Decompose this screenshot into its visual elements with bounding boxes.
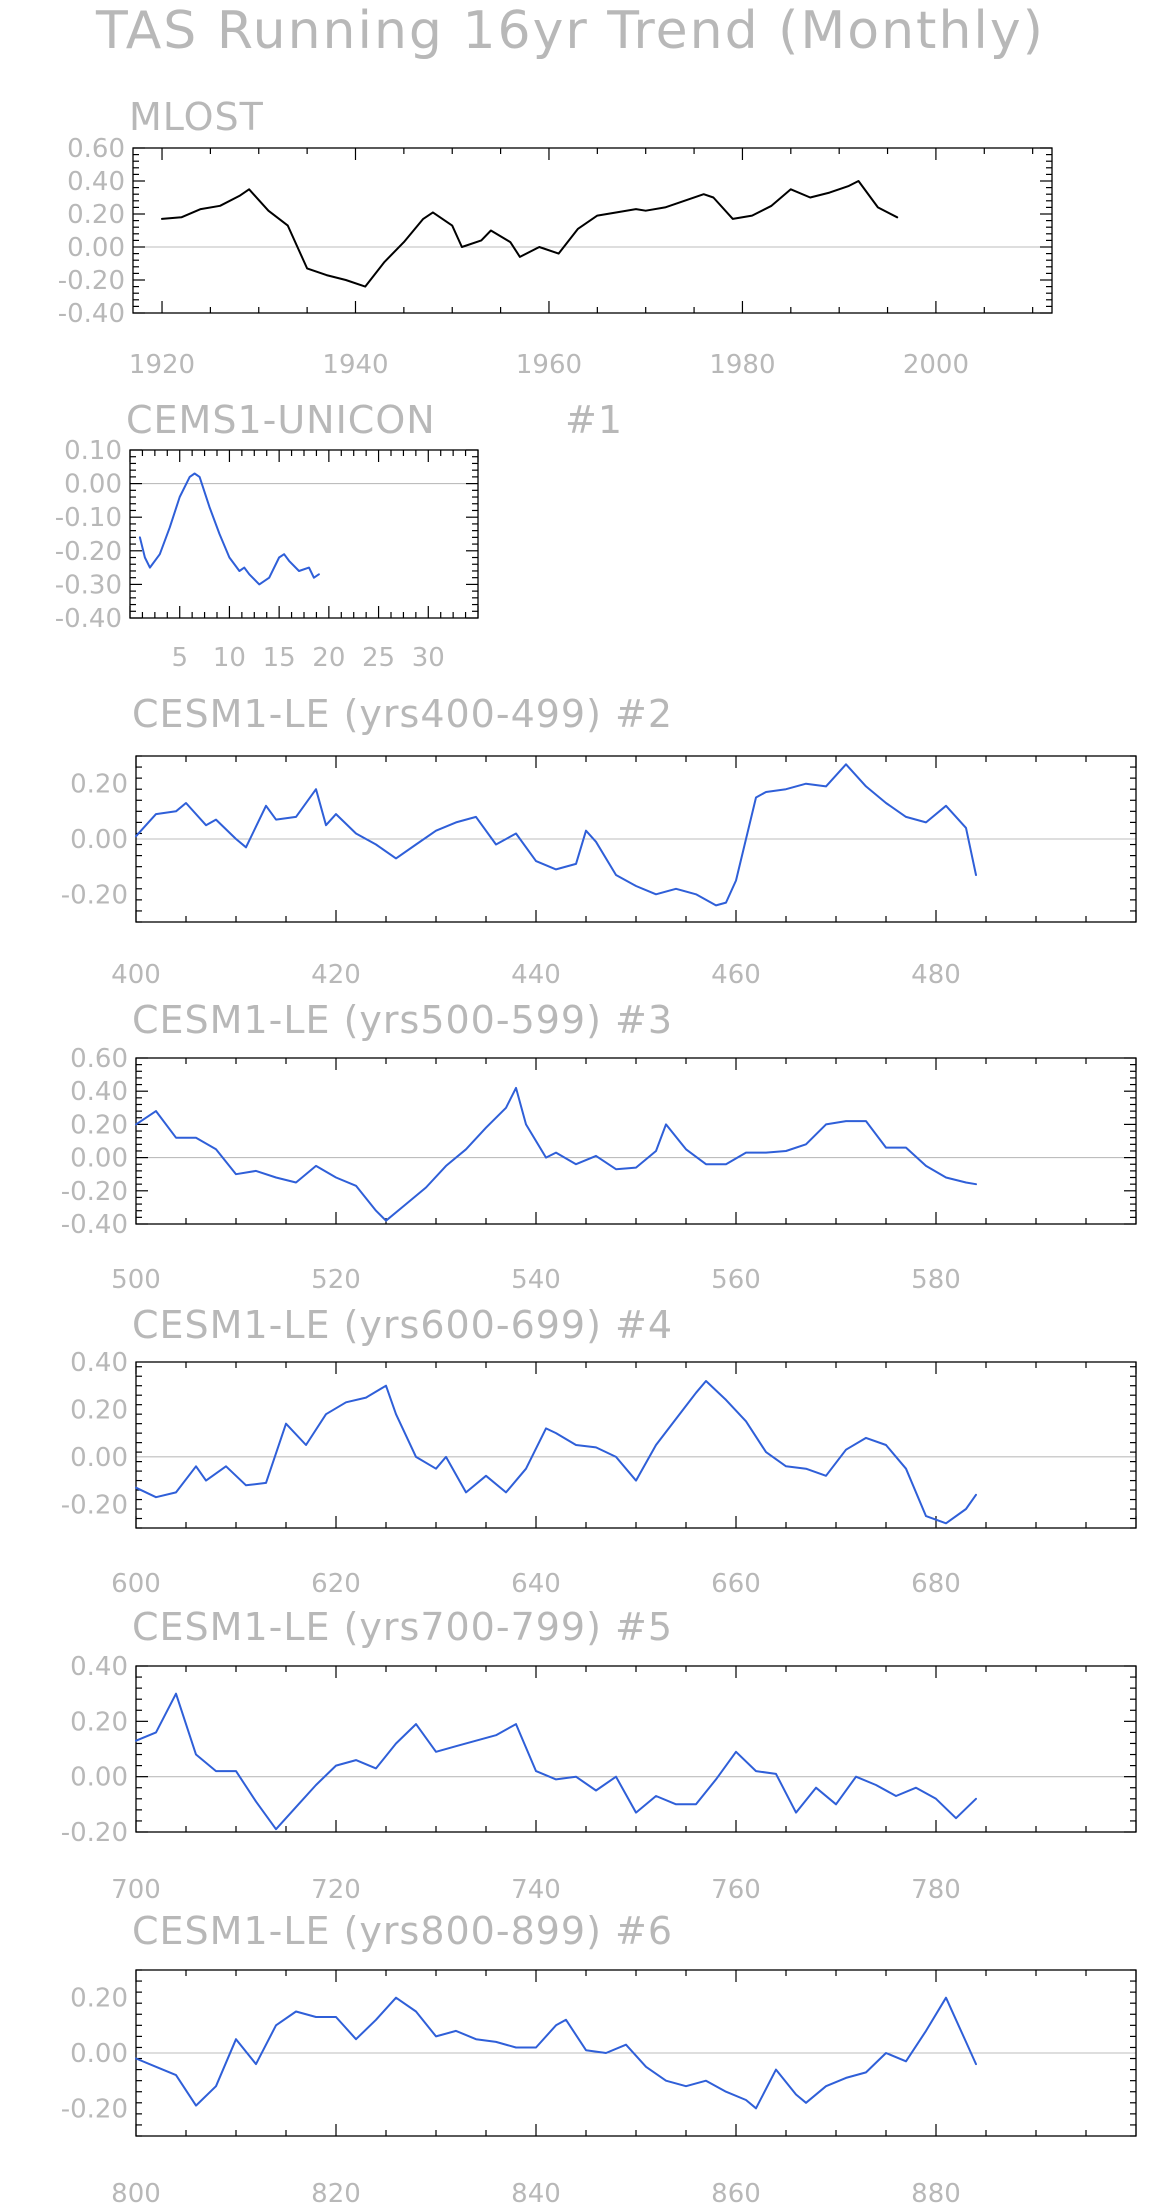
y-tick-label: 0.20 <box>70 1707 128 1737</box>
plot-frame <box>135 1361 1137 1529</box>
x-tick-label: 740 <box>511 1875 561 1905</box>
chart-panel-2: CEMS1-UNICON #1 -0.40 -0.30-0.20 -0.100.00 0.… <box>55 398 623 673</box>
panel-title: CESM1-LE (yrs800-899) #6 <box>132 1909 673 1953</box>
x-tick-label: 800 <box>111 2179 161 2204</box>
panel-subtitle: #1 <box>565 398 623 442</box>
panel-title: CESM1-LE (yrs400-499) #2 <box>132 692 673 736</box>
y-tick-label: 0.00 <box>70 1144 128 1174</box>
chart-panel-1: MLOST -0.40-0.200.000.200.400.60 1920 1940 1… <box>58 95 1053 380</box>
y-tick-label: -0.40 <box>61 1210 128 1240</box>
panel-title: MLOST <box>129 95 264 139</box>
x-tick-label: 660 <box>711 1569 761 1599</box>
x-tick-label: 500 <box>111 1265 161 1295</box>
x-tick-label: 720 <box>311 1875 361 1905</box>
chart-panel-5: CESM1-LE (yrs600-699) #4 -0.20 0.00 0.20 0.4… <box>61 1303 1137 1599</box>
panel-title: CESM1-LE (yrs500-599) #3 <box>132 998 673 1042</box>
plot-frame <box>129 449 479 619</box>
x-tick-label: 1940 <box>322 350 388 380</box>
y-tick-label: 0.00 <box>70 825 128 855</box>
panel-title: CESM1-LE (yrs700-799) #5 <box>132 1605 673 1649</box>
x-tick-label: 820 <box>311 2179 361 2204</box>
x-tick-label: 460 <box>711 960 761 990</box>
y-tick-label: -0.20 <box>58 266 125 296</box>
x-tick-label: 680 <box>911 1569 961 1599</box>
y-tick-label: -0.20 <box>61 880 128 910</box>
y-tick-label: 0.00 <box>70 1443 128 1473</box>
y-tick-label: -0.20 <box>55 537 122 567</box>
y-tick-label: 0.40 <box>70 1652 128 1682</box>
y-tick-label: 0.20 <box>70 1395 128 1425</box>
y-tick-label: 0.40 <box>70 1077 128 1107</box>
chart-panel-4: CESM1-LE (yrs500-599) #3 -0.40-0.200.00 0.… <box>61 998 1137 1295</box>
x-tick-label: 620 <box>311 1569 361 1599</box>
y-tick-label: -0.10 <box>55 503 122 533</box>
plot-frame <box>132 147 1053 314</box>
series-line-1 <box>135 1996 977 2110</box>
chart-panel-6: CESM1-LE (yrs700-799) #5 -0.20 0.00 0.20 0.4… <box>61 1605 1137 1905</box>
chart-panel-3: CESM1-LE (yrs400-499) #2 -0.20 0.00 0.20 400… <box>61 692 1137 990</box>
y-tick-label: 0.10 <box>64 436 122 466</box>
x-tick-label: 30 <box>412 643 445 673</box>
chart-panel-7: CESM1-LE (yrs800-899) #6 -0.20 0.00 0.20 800… <box>61 1909 1137 2204</box>
y-tick-label: 0.20 <box>70 770 128 800</box>
series-line-1 <box>135 1692 977 1831</box>
x-tick-label: 1980 <box>709 350 775 380</box>
series-line-1 <box>135 1380 977 1525</box>
y-tick-label: 0.00 <box>64 470 122 500</box>
y-tick-label: -0.20 <box>61 2094 128 2124</box>
plot-frame <box>135 1665 1137 1833</box>
panel-title: CESM1-LE (yrs600-699) #4 <box>132 1303 673 1347</box>
y-tick-label: 0.20 <box>67 200 125 230</box>
y-tick-label: 0.00 <box>70 2039 128 2069</box>
series-line-1 <box>135 763 977 907</box>
x-tick-label: 25 <box>362 643 395 673</box>
y-tick-label: 0.00 <box>67 233 125 263</box>
y-tick-label: 0.60 <box>67 134 125 164</box>
y-tick-label: 0.20 <box>70 1984 128 2014</box>
y-tick-label: 0.40 <box>67 167 125 197</box>
x-tick-label: 840 <box>511 2179 561 2204</box>
x-tick-label: 20 <box>312 643 345 673</box>
y-tick-label: -0.30 <box>55 570 122 600</box>
x-tick-label: 2000 <box>903 350 969 380</box>
y-tick-label: 0.40 <box>70 1348 128 1378</box>
x-tick-label: 480 <box>911 960 961 990</box>
panel-title: CEMS1-UNICON <box>126 398 436 442</box>
x-tick-label: 420 <box>311 960 361 990</box>
series-line-1 <box>138 472 320 586</box>
plot-frame <box>135 1057 1137 1225</box>
y-tick-label: -0.20 <box>61 1177 128 1207</box>
series-line-1 <box>135 1086 977 1222</box>
y-tick-label: 0.20 <box>70 1110 128 1140</box>
y-tick-label: 0.60 <box>70 1044 128 1074</box>
x-tick-label: 640 <box>511 1569 561 1599</box>
x-tick-label: 700 <box>111 1875 161 1905</box>
series-line-1 <box>161 180 899 288</box>
y-tick-label: -0.40 <box>55 604 122 634</box>
x-tick-label: 540 <box>511 1265 561 1295</box>
y-tick-label: -0.20 <box>61 1490 128 1520</box>
x-tick-label: 860 <box>711 2179 761 2204</box>
x-tick-label: 440 <box>511 960 561 990</box>
x-tick-label: 1960 <box>516 350 582 380</box>
x-tick-label: 780 <box>911 1875 961 1905</box>
x-tick-label: 560 <box>711 1265 761 1295</box>
y-tick-label: -0.40 <box>58 299 125 329</box>
x-tick-label: 10 <box>213 643 246 673</box>
x-tick-label: 520 <box>311 1265 361 1295</box>
main-title: TAS Running 16yr Trend (Monthly) <box>95 1 1045 61</box>
x-tick-label: 580 <box>911 1265 961 1295</box>
x-tick-label: 5 <box>171 643 188 673</box>
x-tick-label: 760 <box>711 1875 761 1905</box>
x-tick-label: 880 <box>911 2179 961 2204</box>
x-tick-label: 600 <box>111 1569 161 1599</box>
x-tick-label: 400 <box>111 960 161 990</box>
y-tick-label: 0.00 <box>70 1763 128 1793</box>
x-tick-label: 1920 <box>129 350 195 380</box>
x-tick-label: 15 <box>263 643 296 673</box>
y-tick-label: -0.20 <box>61 1818 128 1848</box>
